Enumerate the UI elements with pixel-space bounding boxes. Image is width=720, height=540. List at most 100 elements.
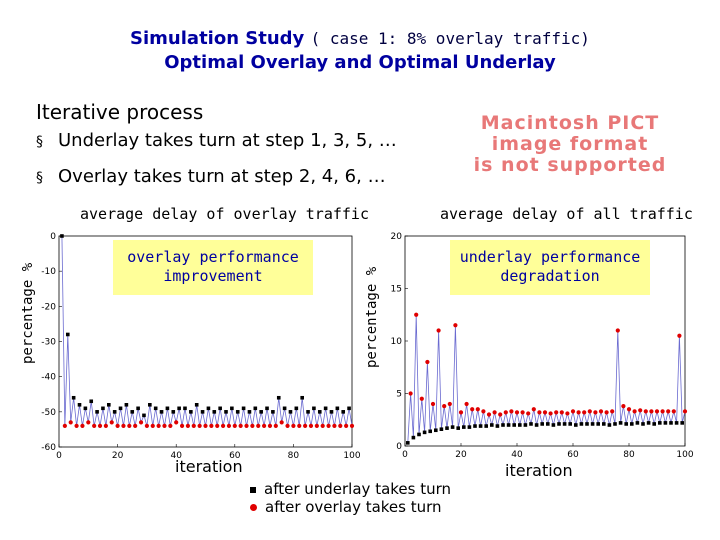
overlay-point bbox=[62, 423, 67, 428]
overlay-point bbox=[215, 423, 220, 428]
overlay-point bbox=[604, 410, 609, 415]
underlay-point bbox=[574, 423, 578, 427]
underlay-point bbox=[95, 410, 99, 414]
overlay-point bbox=[542, 410, 548, 415]
overlay-point bbox=[509, 409, 514, 414]
overlay-point bbox=[279, 420, 284, 425]
overlay-point bbox=[514, 410, 520, 415]
underlay-point bbox=[89, 399, 94, 404]
overlay-point bbox=[554, 410, 559, 415]
underlay-point bbox=[148, 403, 152, 407]
legend-label: after underlay takes turn bbox=[264, 480, 452, 498]
y-tick-label: 15 bbox=[391, 285, 402, 295]
underlay-point bbox=[624, 422, 628, 426]
y-tick-label: 0 bbox=[396, 442, 402, 452]
overlay-point bbox=[548, 411, 553, 416]
overlay-point bbox=[97, 423, 103, 428]
underlay-point bbox=[306, 410, 310, 414]
overlay-point bbox=[576, 410, 581, 415]
overlay-point bbox=[262, 423, 267, 428]
bullet-text: Overlay takes turn at step 2, 4, 6, … bbox=[58, 166, 386, 187]
overlay-point bbox=[587, 409, 592, 414]
overlay-point bbox=[174, 420, 179, 425]
underlay-point bbox=[200, 410, 205, 414]
x-tick-label: 20 bbox=[112, 451, 124, 461]
underlay-point bbox=[276, 395, 281, 400]
overlay-point bbox=[103, 423, 108, 428]
underlay-point bbox=[153, 406, 158, 411]
overlay-point bbox=[582, 410, 587, 415]
overlay-point bbox=[326, 423, 331, 428]
underlay-point bbox=[669, 421, 673, 425]
underlay-point bbox=[282, 406, 287, 411]
overlay-point bbox=[520, 410, 525, 415]
overlay-improvement-note: overlay performance improvement bbox=[113, 240, 313, 295]
underlay-point bbox=[490, 423, 494, 427]
square-marker-icon bbox=[250, 486, 256, 493]
overlay-point bbox=[654, 409, 660, 414]
underlay-point bbox=[663, 421, 668, 425]
pict-line: is not supported bbox=[473, 154, 667, 176]
pict-line: Macintosh PICT bbox=[480, 112, 660, 134]
underlay-point bbox=[265, 406, 269, 411]
overlay-point bbox=[671, 409, 676, 414]
overlay-point bbox=[408, 391, 413, 396]
underlay-point bbox=[171, 410, 176, 414]
x-tick-label: 0 bbox=[402, 450, 408, 460]
underlay-point bbox=[641, 422, 645, 426]
underlay-point bbox=[652, 422, 656, 426]
overlay-point bbox=[297, 423, 302, 428]
overlay-point bbox=[526, 411, 531, 416]
overlay-point bbox=[344, 423, 349, 428]
y-tick-label: -50 bbox=[41, 408, 56, 418]
underlay-point bbox=[478, 424, 483, 428]
overlay-point bbox=[92, 423, 97, 428]
overlay-point bbox=[419, 396, 424, 401]
overlay-point bbox=[430, 401, 436, 407]
series-line bbox=[61, 235, 353, 427]
underlay-point bbox=[107, 403, 111, 407]
underlay-point bbox=[546, 422, 550, 426]
overlay-point bbox=[425, 359, 430, 365]
slide-title: Simulation Study ( case 1: 8% overlay tr… bbox=[0, 28, 720, 49]
underlay-point bbox=[194, 403, 199, 407]
overlay-point bbox=[498, 412, 503, 417]
y-tick-label: 10 bbox=[391, 337, 403, 347]
y-tick-label: 20 bbox=[391, 232, 403, 242]
underlay-point bbox=[635, 421, 640, 425]
underlay-point bbox=[118, 406, 123, 411]
overlay-point bbox=[458, 410, 464, 415]
underlay-point bbox=[65, 332, 70, 337]
left-chart-xlabel: iteration bbox=[175, 457, 243, 476]
underlay-point bbox=[124, 403, 129, 407]
underlay-point bbox=[613, 422, 617, 426]
overlay-point bbox=[244, 423, 249, 428]
underlay-point bbox=[680, 421, 684, 425]
x-tick-label: 100 bbox=[676, 450, 693, 460]
overlay-point bbox=[414, 312, 419, 317]
overlay-point bbox=[537, 410, 542, 415]
y-tick-label: -20 bbox=[41, 302, 56, 312]
overlay-point bbox=[660, 409, 665, 414]
overlay-point bbox=[68, 420, 73, 425]
series-line bbox=[407, 314, 686, 443]
underlay-point bbox=[585, 422, 589, 426]
right-chart-xlabel: iteration bbox=[505, 461, 573, 480]
overlay-point bbox=[503, 410, 508, 415]
overlay-point bbox=[168, 423, 173, 428]
underlay-point bbox=[112, 410, 117, 414]
overlay-point bbox=[238, 423, 243, 428]
underlay-point bbox=[462, 425, 466, 429]
y-tick-label: 0 bbox=[50, 232, 56, 242]
overlay-point bbox=[332, 423, 337, 428]
x-tick-label: 40 bbox=[170, 451, 182, 461]
underlay-point bbox=[323, 406, 328, 411]
bullet-icon: § bbox=[36, 170, 43, 186]
y-tick-label: 5 bbox=[396, 390, 402, 400]
overlay-point bbox=[492, 410, 497, 415]
overlay-point bbox=[267, 423, 273, 428]
x-tick-label: 0 bbox=[56, 451, 62, 461]
underlay-point bbox=[658, 421, 662, 425]
underlay-point bbox=[473, 424, 477, 428]
overlay-point bbox=[481, 409, 486, 414]
